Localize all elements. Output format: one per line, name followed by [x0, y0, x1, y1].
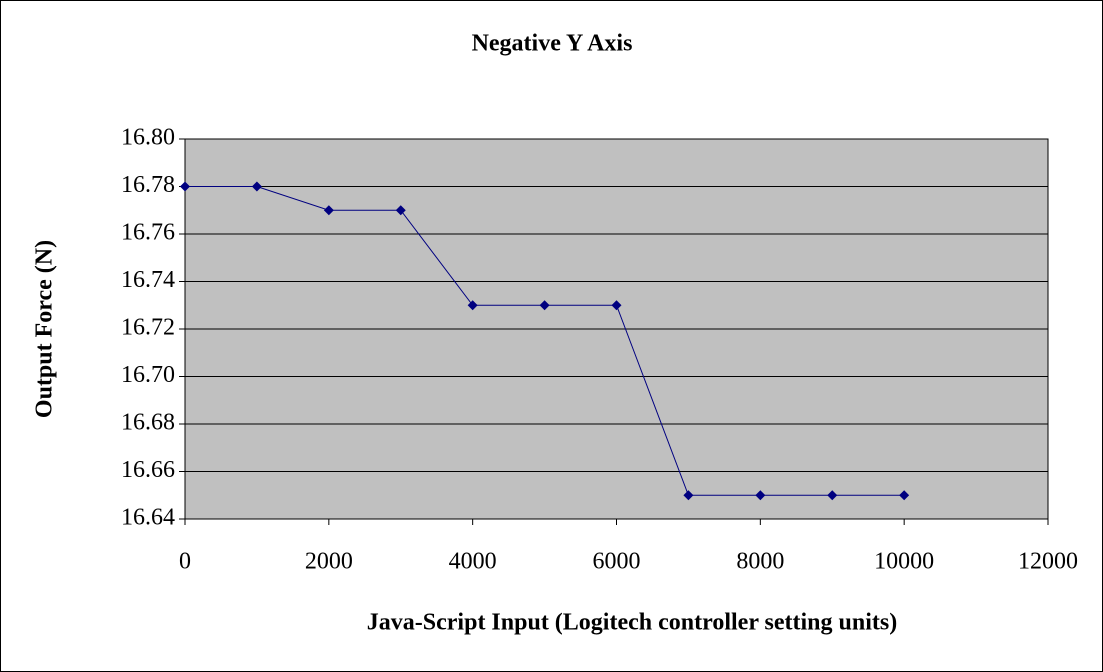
y-tick-label: 16.66	[121, 457, 175, 483]
marker	[467, 300, 478, 311]
marker	[827, 490, 838, 501]
marker	[539, 300, 550, 311]
y-tick-label: 16.72	[121, 315, 175, 341]
x-tick-label: 0	[179, 549, 191, 575]
x-tick-label: 12000	[1018, 549, 1078, 575]
x-axis-label: Java-Script Input (Logitech controller s…	[367, 610, 897, 636]
y-tick-label: 16.80	[121, 125, 175, 151]
y-tick-label: 16.64	[121, 505, 175, 531]
x-tick-label: 2000	[305, 549, 353, 575]
marker	[323, 205, 334, 216]
x-tick-label: 6000	[593, 549, 641, 575]
x-tick-label: 10000	[874, 549, 934, 575]
y-tick-label: 16.68	[121, 410, 175, 436]
marker	[755, 490, 766, 501]
y-axis-label: Output Force (N)	[32, 240, 58, 418]
x-tick-label: 8000	[736, 549, 784, 575]
marker	[611, 300, 622, 311]
chart-title: Negative Y Axis	[472, 31, 633, 57]
y-tick-label: 16.76	[121, 220, 175, 246]
y-tick-label: 16.70	[121, 362, 175, 388]
marker	[251, 181, 262, 192]
y-tick-label: 16.74	[121, 267, 175, 293]
plot-border	[184, 138, 1049, 520]
x-tick-label: 4000	[449, 549, 497, 575]
y-tick-label: 16.78	[121, 172, 175, 198]
marker	[180, 181, 190, 192]
marker	[899, 490, 910, 501]
marker	[683, 490, 694, 501]
marker	[395, 205, 406, 216]
